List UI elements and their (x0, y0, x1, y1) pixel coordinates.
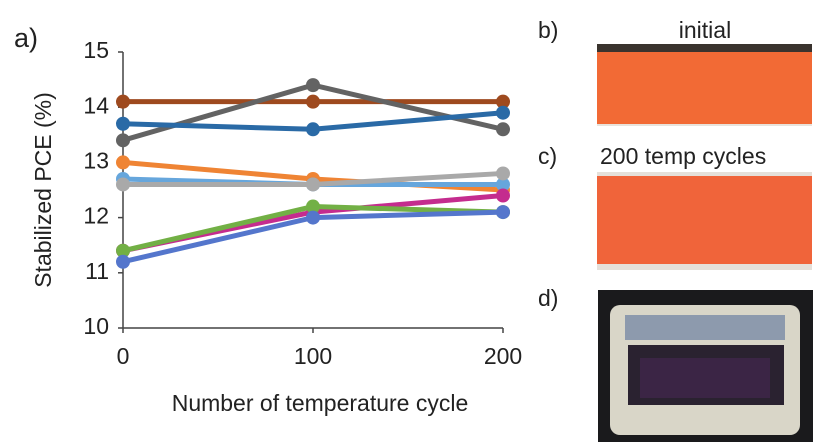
panel-label: b) (538, 17, 558, 43)
y-tick-label: 13 (83, 147, 109, 173)
data-point (496, 205, 510, 220)
x-tick-label: 0 (117, 343, 130, 369)
data-point (496, 122, 510, 137)
y-tick-label: 12 (83, 203, 109, 229)
data-point (306, 94, 320, 109)
device-electrode (625, 315, 785, 340)
y-tick-label: 10 (83, 313, 109, 339)
photo (597, 50, 812, 124)
data-point (116, 155, 130, 170)
caption: 200 temp cycles (600, 143, 766, 169)
data-point (496, 177, 510, 192)
data-point (116, 254, 130, 269)
x-tick-label: 100 (294, 343, 332, 369)
data-point (116, 94, 130, 109)
y-tick-label: 11 (85, 258, 109, 284)
data-point (306, 210, 320, 225)
panel-label: a) (14, 23, 38, 53)
panel-label: d) (538, 285, 558, 311)
data-point (496, 105, 510, 120)
y-tick-label: 14 (83, 92, 109, 118)
panel-label: c) (538, 143, 557, 169)
data-point (306, 122, 320, 137)
x-axis-title: Number of temperature cycle (172, 390, 469, 416)
y-axis-title: Stabilized PCE (%) (30, 92, 56, 288)
data-point (496, 166, 510, 181)
caption: initial (679, 17, 731, 43)
data-point (116, 116, 130, 131)
x-tick-label: 200 (484, 343, 522, 369)
photo-edge (597, 44, 812, 52)
photo (597, 176, 812, 264)
data-point (496, 188, 510, 203)
data-point (306, 177, 320, 192)
data-point (306, 78, 320, 93)
device-active (640, 358, 770, 398)
data-point (306, 199, 320, 214)
y-tick-label: 15 (83, 37, 109, 63)
data-point (116, 133, 130, 148)
data-point (496, 94, 510, 109)
data-point (116, 243, 130, 258)
data-point (116, 177, 130, 192)
